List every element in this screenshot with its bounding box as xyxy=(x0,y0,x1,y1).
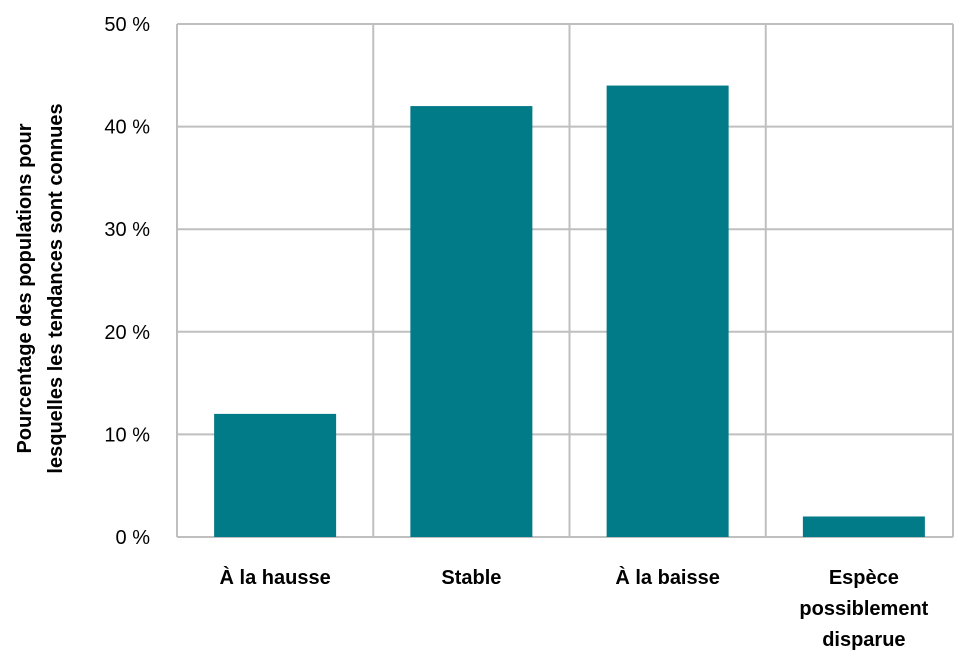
x-category-label: Espèce possiblement disparue xyxy=(799,567,928,651)
y-tick-label: 10 % xyxy=(104,424,150,446)
bar xyxy=(410,106,533,537)
y-axis-label: Pourcentage des populations pour lesquell… xyxy=(14,103,67,473)
y-tick-label: 20 % xyxy=(104,322,150,344)
x-category-label: À la baisse xyxy=(615,566,720,589)
x-category-label: Stable xyxy=(441,567,501,589)
x-category-labels: À la hausse Stable À la baisse Espèce possib… xyxy=(220,566,929,651)
y-axis-title: Pourcentage des populations pour lesquell… xyxy=(14,103,67,473)
y-tick-label: 40 % xyxy=(104,117,150,139)
y-tick-label: 0 % xyxy=(116,527,151,549)
y-tick-label: 30 % xyxy=(104,219,150,241)
bar xyxy=(606,85,729,537)
x-category-label: À la hausse xyxy=(220,566,331,589)
bar xyxy=(802,516,925,537)
y-tick-label: 50 % xyxy=(104,14,150,36)
bars xyxy=(214,85,925,537)
y-tick-labels: 0 % 10 % 20 % 30 % 40 % 50 % xyxy=(104,14,150,549)
bar xyxy=(214,413,337,537)
